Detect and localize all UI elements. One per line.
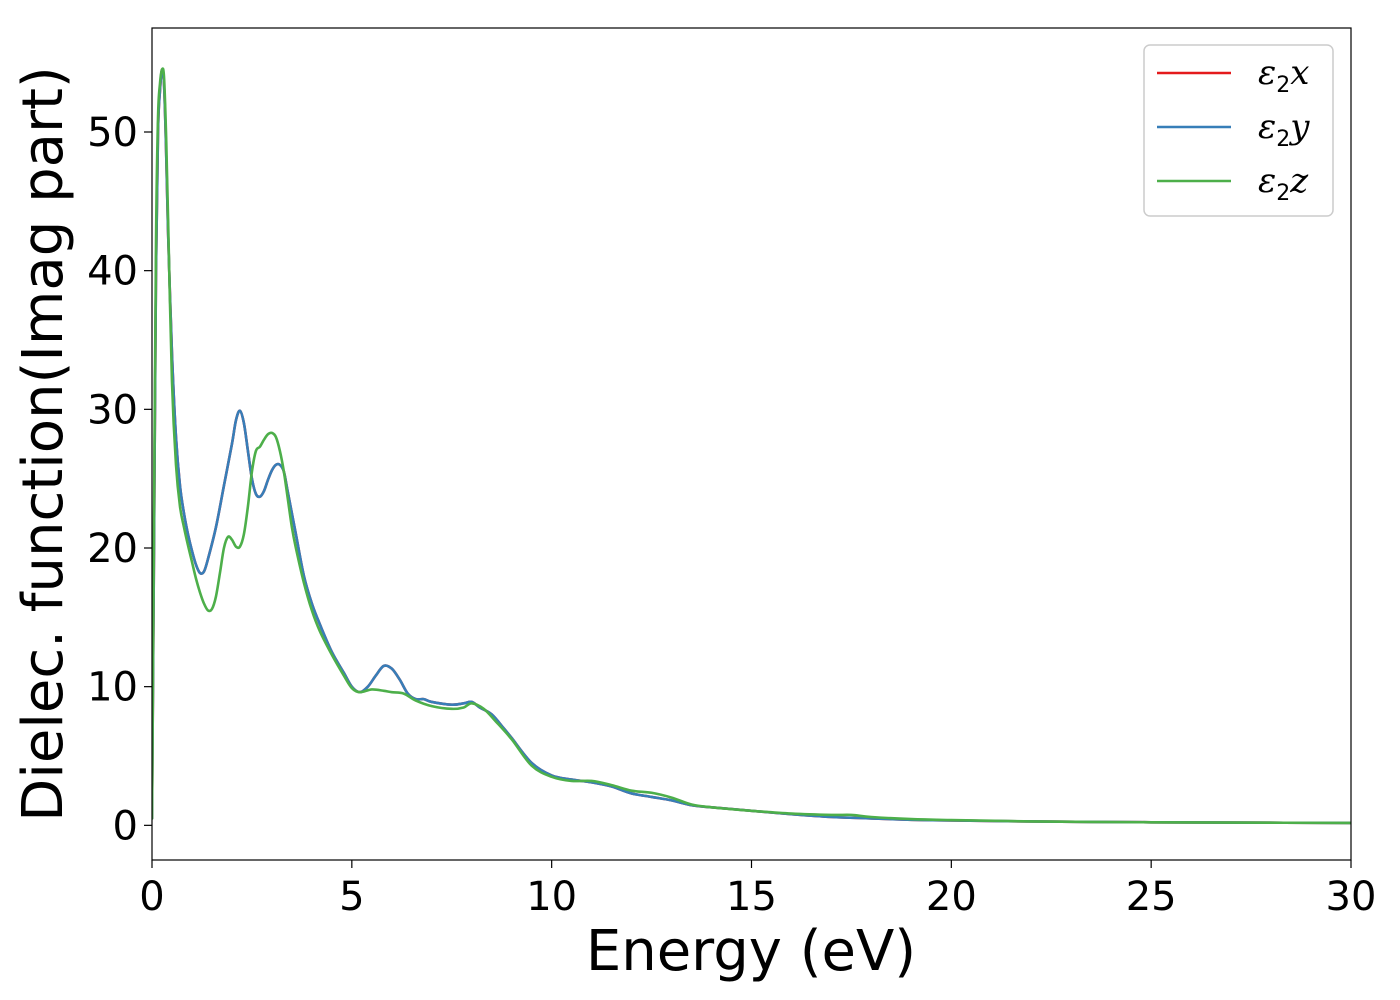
series-line-z: [152, 67, 1351, 825]
x-axis-ticks: 0 5 10 15 20 25 30: [139, 860, 1376, 920]
legend-subscript: 2: [1276, 127, 1290, 152]
legend-subscript: 2: [1276, 181, 1290, 206]
x-tick-label: 30: [1326, 874, 1377, 920]
legend-component: x: [1290, 53, 1309, 93]
x-tick-label: 25: [1126, 874, 1177, 920]
legend-symbol: ε: [1258, 107, 1276, 147]
y-axis-ticks: 0 10 20 30 40 50: [87, 110, 152, 849]
legend-label-y: ε2y: [1258, 107, 1310, 152]
y-axis-title: Dielec. function(Imag part): [11, 66, 76, 822]
y-tick-label: 30: [87, 387, 138, 433]
x-tick-label: 15: [726, 874, 777, 920]
legend-component: z: [1289, 161, 1309, 201]
legend-component: y: [1288, 107, 1310, 147]
legend-subscript: 2: [1276, 73, 1290, 98]
legend-label-x: ε2x: [1258, 53, 1309, 98]
legend-symbol: ε: [1258, 161, 1276, 201]
x-tick-label: 0: [139, 874, 164, 920]
x-tick-label: 5: [339, 874, 364, 920]
y-tick-label: 20: [87, 526, 138, 572]
x-tick-label: 20: [926, 874, 977, 920]
y-tick-label: 10: [87, 665, 138, 711]
x-axis-title: Energy (eV): [586, 919, 916, 984]
y-tick-label: 50: [87, 110, 138, 156]
legend-box: [1143, 44, 1334, 217]
legend-symbol: ε: [1258, 53, 1276, 93]
legend-label-z: ε2z: [1258, 161, 1309, 206]
y-tick-label: 0: [113, 803, 138, 849]
series-line-y: [152, 68, 1351, 825]
x-tick-label: 10: [526, 874, 577, 920]
series-lines: [152, 67, 1351, 825]
y-tick-label: 40: [87, 249, 138, 295]
